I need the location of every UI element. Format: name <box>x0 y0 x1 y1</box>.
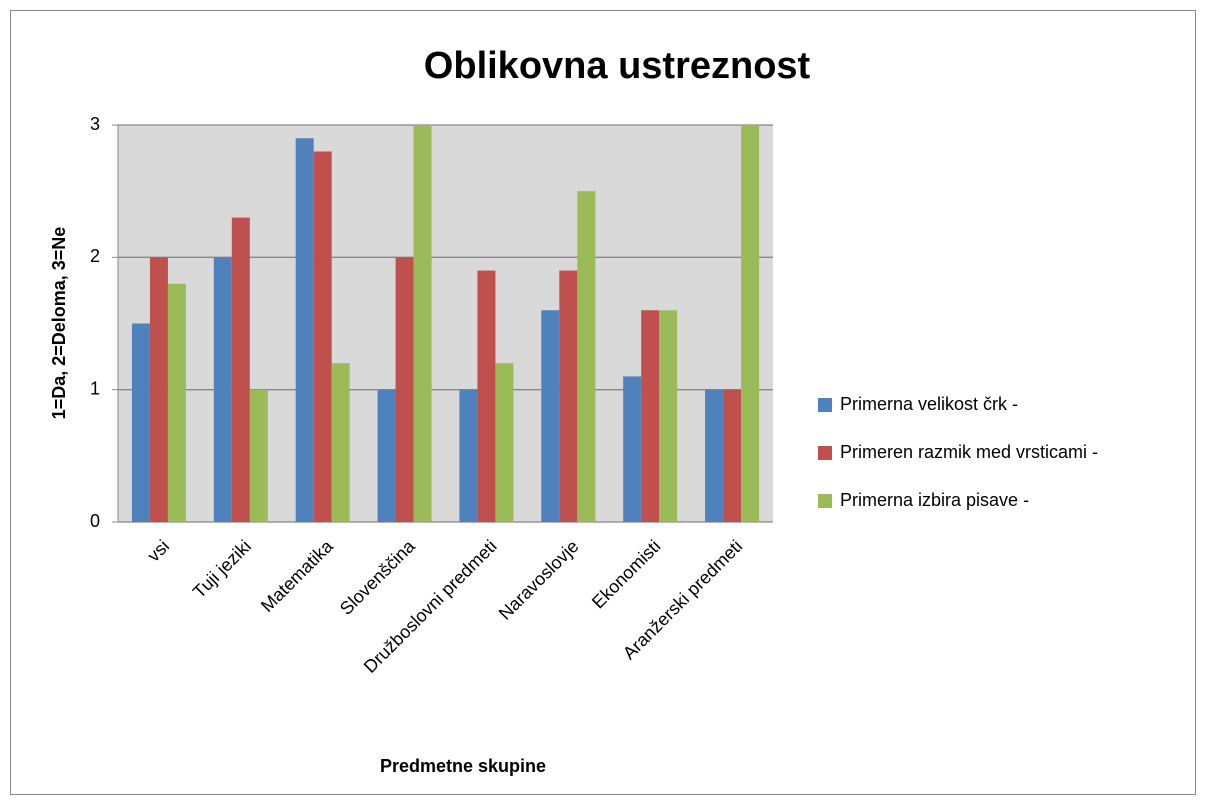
x-axis-title: Predmetne skupine <box>380 756 546 776</box>
bar <box>413 125 432 522</box>
y-tick-label: 3 <box>90 114 100 134</box>
y-tick-label: 1 <box>90 378 100 398</box>
legend-label: Primeren razmik med vrsticami - <box>840 442 1098 462</box>
bar <box>313 151 332 522</box>
bar <box>623 376 642 522</box>
bar <box>131 323 150 522</box>
bar <box>395 257 414 522</box>
bar <box>659 310 678 522</box>
bar <box>641 310 660 522</box>
y-tick-label: 2 <box>90 246 100 266</box>
bar <box>377 389 396 522</box>
bar <box>331 363 350 522</box>
bar <box>295 138 314 522</box>
bar <box>249 389 268 522</box>
bar <box>541 310 560 522</box>
chart-title: Oblikovna ustreznost <box>424 45 811 87</box>
bar <box>213 257 232 522</box>
bar <box>149 257 168 522</box>
legend-swatch <box>818 446 832 460</box>
legend-label: Primerna velikost črk - <box>840 394 1018 414</box>
bar <box>167 283 186 522</box>
y-tick-label: 0 <box>90 511 100 531</box>
bar <box>559 270 578 522</box>
bar <box>723 389 742 522</box>
bar <box>495 363 514 522</box>
bar <box>459 389 478 522</box>
y-axis-title: 1=Da, 2=Deloma, 3=Ne <box>49 227 69 420</box>
legend-swatch <box>818 494 832 508</box>
bar <box>577 191 596 522</box>
bar <box>741 125 760 522</box>
bar <box>705 389 724 522</box>
legend-label: Primerna izbira pisave - <box>840 490 1029 510</box>
bar <box>231 217 250 522</box>
bar <box>477 270 496 522</box>
legend-swatch <box>818 398 832 412</box>
